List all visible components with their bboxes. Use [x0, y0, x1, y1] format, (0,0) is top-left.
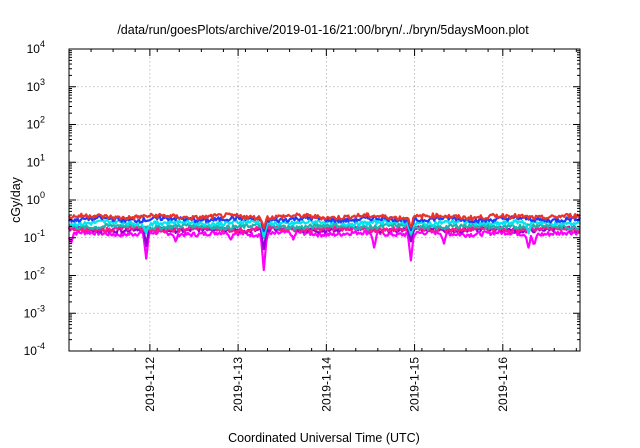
y-tick-label: 100 [27, 190, 45, 207]
x-tick-label: 2019-1-16 [496, 357, 510, 412]
x-tick-label: 2019-1-12 [143, 357, 157, 412]
y-axis-label: cGy/day [9, 176, 23, 223]
series-line [68, 212, 581, 230]
grid-layer [69, 49, 580, 351]
x-axis-label: Coordinated Universal Time (UTC) [228, 431, 420, 445]
series-layer [67, 212, 581, 272]
x-tick-label: 2019-1-15 [408, 357, 422, 412]
y-tick-label: 10-3 [24, 303, 45, 320]
y-tick-label: 102 [27, 115, 45, 132]
x-tick-label: 2019-1-13 [231, 357, 245, 412]
y-tick-label: 10-4 [24, 341, 45, 358]
series-line [68, 218, 581, 238]
y-tick-label: 101 [27, 152, 45, 169]
chart-title: /data/run/goesPlots/archive/2019-01-16/2… [117, 23, 529, 37]
y-tick-label: 10-1 [24, 228, 45, 245]
series-line [68, 221, 580, 239]
tick-layer: 10-4 10-3 10-2 10-1 100 101 102 103 104 2019-1-12… [24, 39, 580, 412]
x-tick-label: 2019-1-14 [319, 357, 333, 412]
y-tick-label: 103 [27, 77, 45, 94]
y-tick-label: 10-2 [24, 266, 45, 283]
series-line [67, 229, 581, 272]
y-tick-label: 104 [27, 39, 45, 56]
